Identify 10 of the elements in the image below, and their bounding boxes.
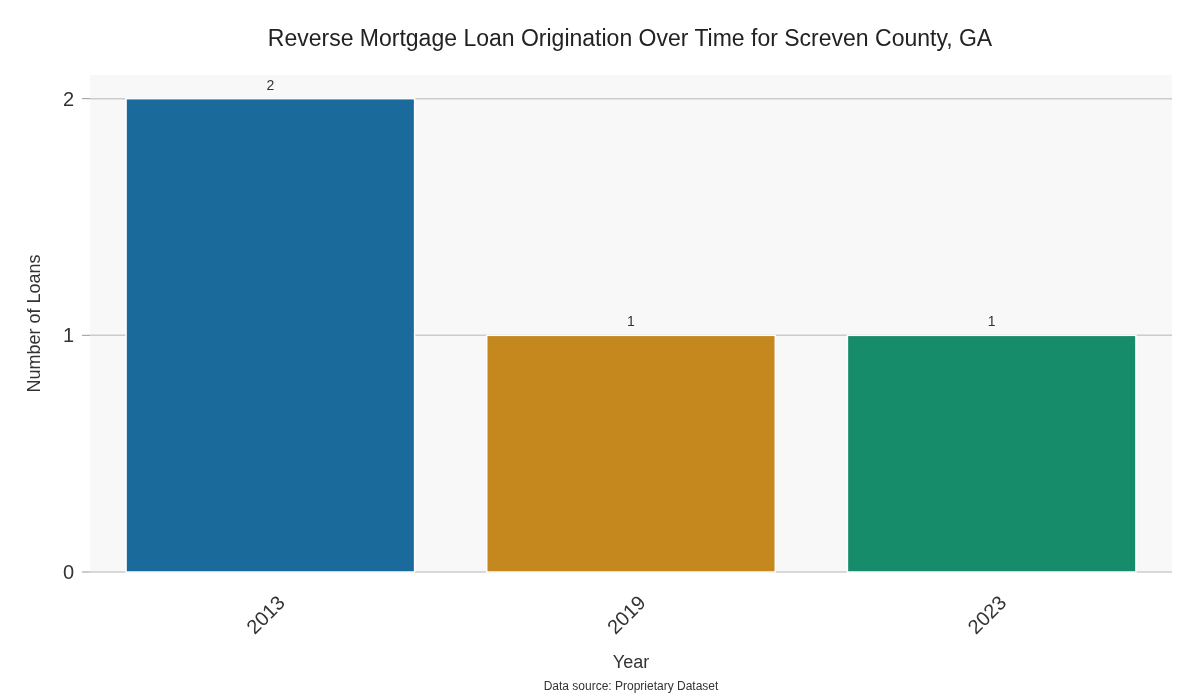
data-label: 1 [627, 313, 636, 330]
y-tick-label: 0 [62, 561, 74, 583]
y-axis-title: Number of Loans [24, 254, 44, 393]
y-tick-label: 1 [62, 324, 74, 347]
source-note: Data source: Proprietary Dataset [543, 679, 720, 693]
chart-title: Reverse Mortgage Loan Origination Over Time for Screven County, GA [267, 25, 993, 51]
x-axis-title: Year [612, 652, 650, 672]
data-label: 1 [987, 313, 996, 330]
data-label: 2 [266, 76, 275, 93]
y-tick-label: 2 [62, 87, 74, 110]
